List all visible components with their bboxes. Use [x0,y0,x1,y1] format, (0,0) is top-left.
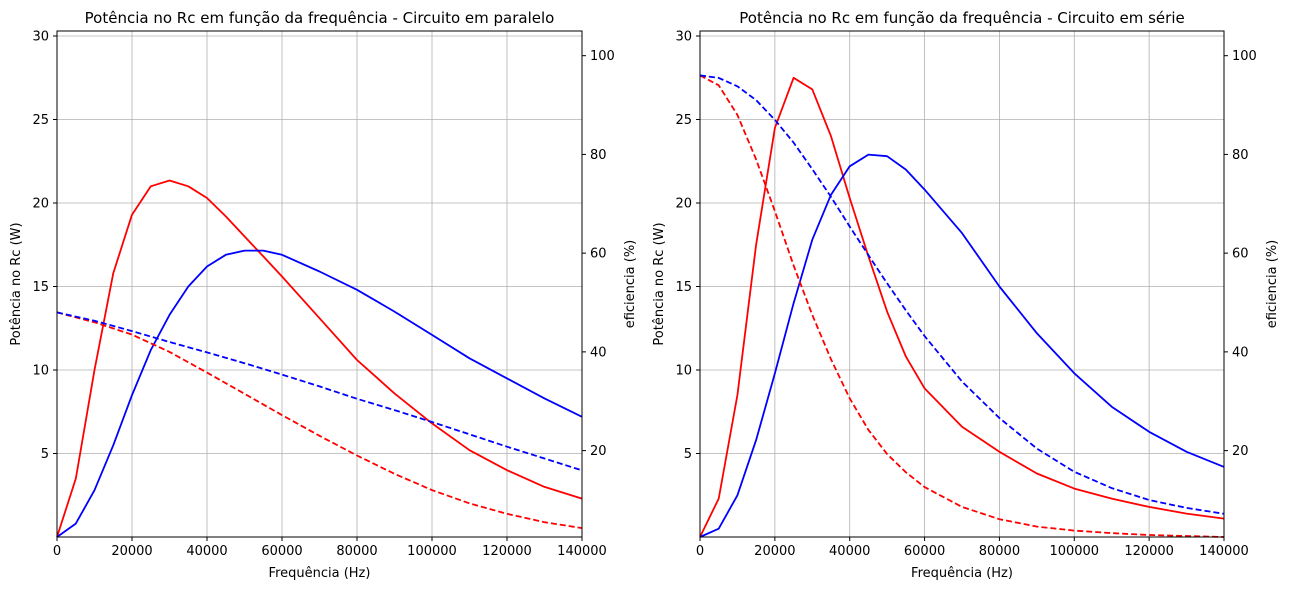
plot-frame [700,31,1224,537]
chart-title: Potência no Rc em função da frequência -… [85,9,555,27]
y-tick-label: 20 [675,197,692,212]
y2-tick-label: 100 [590,49,615,64]
x-tick-label: 140000 [557,544,607,559]
y2-axis-label: eficiencia (%) [1265,240,1280,329]
series-line-potencia-1 [700,78,1224,537]
series-line-potencia-1 [57,181,582,538]
x-tick-label: 0 [53,544,61,559]
y-tick-label: 5 [41,447,49,462]
x-tick-label: 100000 [1049,544,1099,559]
x-axis-label: Frequência (Hz) [911,566,1013,581]
x-tick-label: 80000 [336,544,377,559]
x-tick-label: 60000 [904,544,945,559]
y2-axis-label: eficiencia (%) [623,240,638,329]
series-line-potencia-2 [57,251,582,537]
y-tick-label: 10 [675,364,692,379]
x-tick-label: 20000 [111,544,152,559]
x-tick-label: 140000 [1199,544,1249,559]
y2-tick-label: 60 [590,247,607,262]
y-tick-label: 30 [675,30,692,45]
chart-title: Potência no Rc em função da frequência -… [739,9,1184,27]
chart-panel-1: 0 20000 40000 60000 80000 100000 120000 140000 5… [9,9,638,581]
series-line-eficiencia-2 [700,75,1224,513]
x-tick-label: 60000 [261,544,302,559]
series-line-potencia-2 [700,155,1224,537]
y2-tick-label: 60 [1232,247,1249,262]
y2-tick-label: 100 [1232,49,1257,64]
y2-tick-label: 20 [590,444,607,459]
x-tick-label: 120000 [1124,544,1174,559]
x-tick-label: 20000 [754,544,795,559]
y-tick-label: 5 [684,447,692,462]
x-tick-label: 80000 [979,544,1020,559]
chart-panel-2: 0 20000 40000 60000 80000 100000 120000 140000 5… [652,9,1280,581]
y-tick-label: 25 [32,113,49,128]
y-axis-label: Potência no Rc (W) [652,222,667,345]
x-tick-label: 40000 [829,544,870,559]
y-axis-label: Potência no Rc (W) [9,222,24,345]
y2-tick-label: 80 [590,148,607,163]
y2-tick-label: 20 [1232,444,1249,459]
y-tick-label: 20 [32,197,49,212]
x-axis-label: Frequência (Hz) [269,566,371,581]
x-tick-label: 100000 [407,544,457,559]
y-tick-label: 15 [675,280,692,295]
x-tick-label: 40000 [186,544,227,559]
y2-tick-label: 40 [590,345,607,360]
y2-tick-label: 80 [1232,148,1249,163]
series-line-eficiencia-1 [700,75,1224,537]
y-tick-label: 25 [675,113,692,128]
x-tick-label: 0 [696,544,704,559]
y-tick-label: 15 [32,280,49,295]
x-tick-label: 120000 [482,544,532,559]
series-line-eficiencia-1 [57,312,582,528]
plot-frame [57,31,582,537]
y-tick-label: 30 [32,30,49,45]
y-tick-label: 10 [32,364,49,379]
y2-tick-label: 40 [1232,345,1249,360]
